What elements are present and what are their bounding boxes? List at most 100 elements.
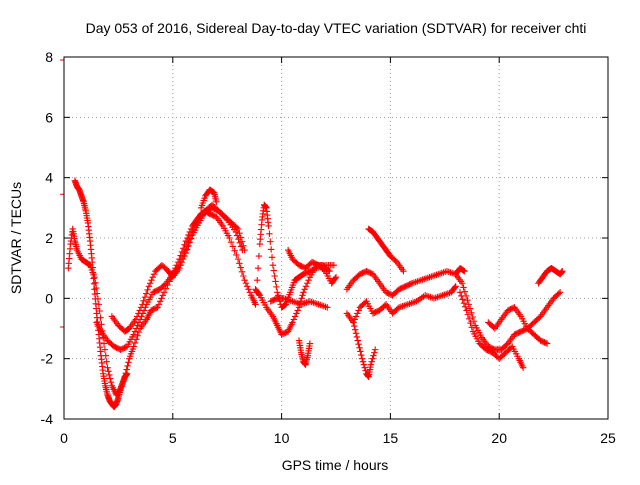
data-point xyxy=(156,298,164,305)
grid-lines xyxy=(64,57,608,419)
chart-title: Day 053 of 2016, Sidereal Day-to-day VTE… xyxy=(86,20,587,36)
data-point xyxy=(134,322,141,329)
data-point xyxy=(407,280,415,288)
data-point xyxy=(144,286,151,294)
y-axis-label: SDTVAR / TECUs xyxy=(8,182,24,294)
data-point xyxy=(461,267,468,275)
x-tick-label: 5 xyxy=(169,430,177,446)
data-point xyxy=(370,352,377,359)
data-point xyxy=(467,319,474,327)
data-point xyxy=(352,330,360,337)
data-point xyxy=(100,340,108,347)
data-point xyxy=(255,252,263,260)
data-point xyxy=(332,274,340,281)
data-point xyxy=(456,289,464,296)
data-point xyxy=(293,310,300,317)
data-point xyxy=(131,339,139,347)
data-point xyxy=(330,261,338,269)
data-point xyxy=(131,328,139,335)
data-point xyxy=(89,258,96,266)
data-point xyxy=(95,301,103,308)
data-point xyxy=(354,310,361,317)
data-point xyxy=(90,280,98,288)
data-point xyxy=(298,295,305,302)
data-point xyxy=(299,292,306,299)
data-point xyxy=(542,339,549,347)
y-tick-label: 4 xyxy=(45,170,53,186)
data-point xyxy=(302,283,310,290)
tick-labels: 0 5 10 15 20 25 -4 -2 0 2 4 6 8 xyxy=(41,49,616,446)
data-point xyxy=(181,249,188,257)
data-point xyxy=(101,346,109,353)
data-point xyxy=(267,238,274,245)
data-point xyxy=(241,277,248,284)
data-point xyxy=(460,267,467,274)
data-point xyxy=(90,275,97,282)
data-point xyxy=(289,319,296,326)
data-point xyxy=(300,289,307,296)
series-track-h xyxy=(284,246,340,287)
data-point xyxy=(461,288,469,295)
data-point xyxy=(355,340,362,348)
data-point xyxy=(130,331,137,338)
data-point xyxy=(235,236,242,243)
series-track-r xyxy=(535,264,566,287)
data-point xyxy=(270,267,277,274)
data-point xyxy=(91,274,98,281)
series-track-j xyxy=(295,337,314,368)
series-track-d xyxy=(93,201,246,353)
data-point xyxy=(271,272,278,280)
data-points xyxy=(60,59,566,411)
data-point xyxy=(371,349,378,356)
data-point xyxy=(187,232,195,239)
data-point xyxy=(369,355,376,362)
data-point xyxy=(124,362,131,370)
data-point xyxy=(469,313,476,321)
data-point xyxy=(155,301,163,308)
data-point xyxy=(237,264,244,271)
data-point xyxy=(134,332,141,339)
data-point xyxy=(89,264,96,271)
data-point xyxy=(306,340,314,347)
data-point xyxy=(123,370,131,377)
data-point xyxy=(213,206,221,213)
data-point xyxy=(460,299,468,307)
series-track-q xyxy=(485,304,551,347)
series-track-e xyxy=(197,186,220,212)
data-point xyxy=(246,289,254,296)
data-point xyxy=(234,232,241,239)
data-point xyxy=(237,243,245,250)
data-point xyxy=(182,246,190,254)
data-point xyxy=(269,261,277,269)
data-point xyxy=(160,289,168,296)
data-point xyxy=(106,375,114,382)
data-point xyxy=(354,337,361,344)
data-point xyxy=(468,324,475,331)
data-point xyxy=(359,358,367,365)
data-point xyxy=(358,351,365,359)
data-point xyxy=(463,307,470,314)
data-point xyxy=(543,340,551,347)
data-point xyxy=(468,309,475,317)
data-point xyxy=(125,359,132,366)
data-point xyxy=(273,283,280,291)
y-tick-label: 6 xyxy=(45,109,53,125)
data-point xyxy=(294,307,301,314)
data-point xyxy=(92,279,99,286)
data-point xyxy=(178,255,186,263)
data-point xyxy=(232,228,240,236)
data-point xyxy=(272,278,279,285)
data-point xyxy=(236,260,243,267)
data-point xyxy=(265,222,272,230)
data-point xyxy=(400,267,407,275)
data-point xyxy=(368,358,375,365)
data-point xyxy=(252,301,259,308)
data-point xyxy=(180,252,187,260)
data-point xyxy=(141,293,149,301)
data-point xyxy=(150,271,158,278)
data-point xyxy=(358,355,366,362)
data-point xyxy=(464,311,472,318)
data-point xyxy=(185,239,192,247)
